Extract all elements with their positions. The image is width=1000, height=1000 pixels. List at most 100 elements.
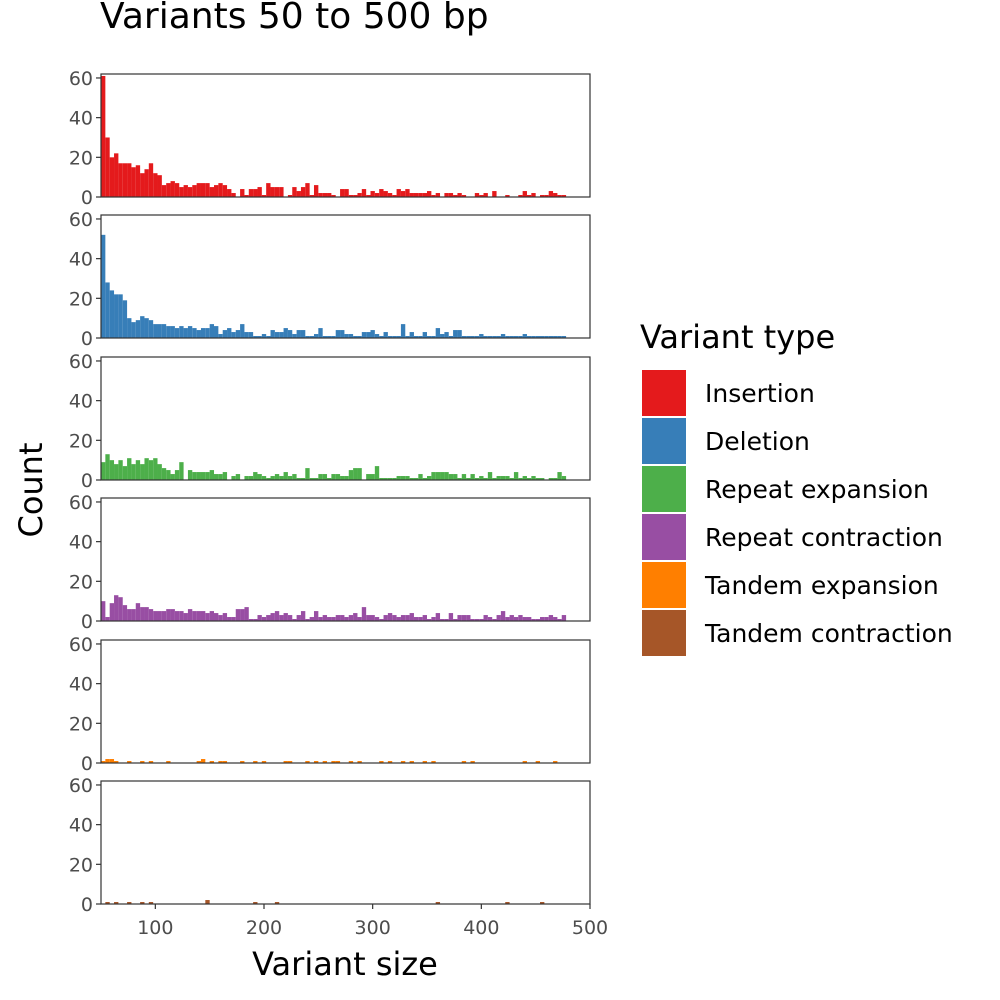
legend-label: Repeat expansion xyxy=(705,475,929,504)
bar xyxy=(483,615,488,621)
bar xyxy=(413,193,419,197)
bar xyxy=(305,761,310,763)
bar xyxy=(283,328,288,338)
bar xyxy=(122,605,128,621)
y-tick-label: 60 xyxy=(69,775,93,797)
legend-item: Deletion xyxy=(642,418,810,464)
bar xyxy=(522,617,527,621)
bar xyxy=(153,611,158,621)
bar xyxy=(244,332,249,338)
bar xyxy=(244,607,249,621)
bar xyxy=(118,294,123,338)
bar xyxy=(274,187,280,197)
bar xyxy=(370,191,375,197)
bar xyxy=(144,607,149,621)
bar xyxy=(187,187,193,197)
bar xyxy=(257,615,262,621)
bar xyxy=(526,336,532,338)
bar xyxy=(105,137,110,197)
bar xyxy=(400,761,406,763)
bar xyxy=(170,474,175,480)
bar xyxy=(270,476,275,480)
chart-title: Variants 50 to 500 bp xyxy=(100,0,489,37)
bar xyxy=(457,615,462,621)
bar xyxy=(122,300,128,338)
bar xyxy=(235,609,241,621)
bar xyxy=(196,183,201,197)
bar xyxy=(140,902,145,904)
bar xyxy=(387,478,393,480)
bar xyxy=(357,468,362,480)
bar xyxy=(248,332,254,338)
x-axis-title: Variant size xyxy=(252,945,438,983)
bar xyxy=(509,336,514,338)
bar xyxy=(313,611,319,621)
bar xyxy=(457,193,462,197)
legend-label: Repeat contraction xyxy=(705,523,943,552)
bar xyxy=(170,326,175,338)
bar xyxy=(222,185,228,197)
bar xyxy=(200,759,206,763)
legend-item: Tandem expansion xyxy=(642,562,939,608)
bar xyxy=(179,326,184,338)
bar xyxy=(287,476,293,480)
bar xyxy=(366,474,371,480)
bar xyxy=(322,193,328,197)
bar xyxy=(335,330,341,338)
bar xyxy=(553,617,558,621)
bar xyxy=(261,476,267,480)
bar xyxy=(214,326,219,338)
bar xyxy=(553,478,558,480)
bar xyxy=(174,328,180,338)
bar xyxy=(209,611,215,621)
bar xyxy=(166,183,171,197)
bar xyxy=(240,324,245,338)
bar xyxy=(505,902,510,904)
bar xyxy=(140,761,145,763)
bar xyxy=(505,476,510,480)
bar xyxy=(435,193,441,197)
bar xyxy=(296,478,301,480)
y-tick-label: 0 xyxy=(81,328,93,350)
bar xyxy=(192,472,197,480)
bar xyxy=(309,478,314,480)
bar xyxy=(261,761,267,763)
bar xyxy=(157,611,162,621)
bar xyxy=(470,336,475,338)
bar xyxy=(548,615,554,621)
bar xyxy=(479,476,484,480)
bar xyxy=(105,759,110,763)
bar xyxy=(135,460,141,480)
y-axis-title: Count xyxy=(12,442,50,537)
bar xyxy=(253,619,258,621)
y-tick-label: 20 xyxy=(69,571,93,593)
bar xyxy=(392,478,397,480)
bar xyxy=(283,761,288,763)
bar xyxy=(148,761,154,763)
bar xyxy=(492,619,497,621)
bar xyxy=(535,619,541,621)
bar xyxy=(244,195,249,197)
bar xyxy=(379,478,384,480)
bar xyxy=(466,615,471,621)
bar xyxy=(422,478,427,480)
bar xyxy=(279,615,284,621)
legend-item: Repeat expansion xyxy=(642,466,929,512)
bar xyxy=(448,193,454,197)
bar xyxy=(292,187,297,197)
bar xyxy=(161,324,167,338)
bar xyxy=(214,613,219,621)
bar xyxy=(540,195,545,197)
bar xyxy=(335,761,341,763)
bar xyxy=(187,609,193,621)
bar xyxy=(127,163,132,197)
bar xyxy=(322,761,328,763)
bar xyxy=(357,617,362,621)
bar xyxy=(427,476,432,480)
bar xyxy=(483,193,488,197)
bar xyxy=(509,478,514,480)
bar xyxy=(205,900,210,904)
bar xyxy=(409,761,414,763)
bar xyxy=(183,613,188,621)
y-tick-label: 0 xyxy=(81,470,93,492)
